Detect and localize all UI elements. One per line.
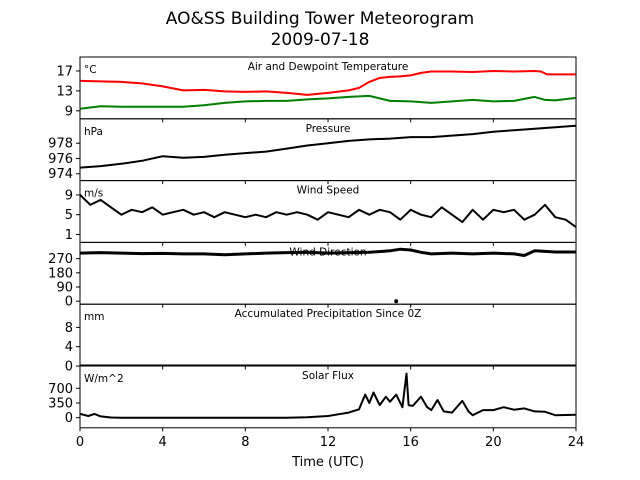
panel-1: 9 13 17 Air and Dewpoint Temperature °C: [56, 56, 577, 123]
series-line-wind-direction: [80, 247, 576, 257]
y-tick-label: 90: [56, 281, 73, 296]
y-tick-label: 976: [48, 152, 73, 167]
y-tick-label: 0: [65, 411, 73, 426]
y-tick-label: 350: [48, 396, 73, 411]
y-tick-label: 978: [48, 137, 73, 152]
chart-title: AO&SS Building Tower Meteorogram: [166, 9, 474, 29]
y-tick-label: 5: [65, 208, 73, 223]
y-tick-label: 180: [48, 266, 73, 281]
y-tick-label: 270: [48, 252, 73, 267]
panel-title: Pressure: [306, 123, 351, 135]
x-tick-label: 16: [402, 435, 419, 450]
panel-unit-label: m/s: [84, 188, 103, 200]
y-tick-label: 17: [56, 64, 73, 79]
y-tick-label: 0: [65, 295, 73, 310]
y-tick-label: 974: [48, 167, 73, 182]
x-tick-label: 8: [241, 435, 249, 450]
y-tick-label: 0: [65, 360, 73, 375]
panel-unit-label: hPa: [84, 126, 103, 138]
panel-title: Solar Flux: [302, 370, 354, 382]
y-tick-label: 1: [65, 228, 73, 243]
panel-title: Wind Direction: [289, 246, 366, 258]
chart-subtitle: 2009-07-18: [271, 30, 370, 50]
panel-unit-label: °C: [84, 64, 97, 76]
x-tick-label: 12: [320, 435, 337, 450]
y-tick-label: 700: [48, 382, 73, 397]
panel-5: 0 4 8 Accumulated Precipitation Since 0Z mm: [65, 303, 577, 375]
panel-title: Accumulated Precipitation Since 0Z: [235, 308, 422, 320]
panel-title: Wind Speed: [297, 185, 360, 197]
panel-unit-label: mm: [84, 311, 104, 323]
x-tick-label: 4: [159, 435, 167, 450]
y-tick-label: 9: [65, 188, 73, 203]
y-tick-label: 8: [65, 321, 73, 336]
series-line-pressure: [80, 124, 576, 169]
series-line-wind-speed: [80, 194, 576, 228]
panel-title: Air and Dewpoint Temperature: [248, 61, 409, 73]
y-tick-label: 4: [65, 340, 73, 355]
y-tick-label: 9: [65, 104, 73, 119]
series-line-solar-flux: [80, 372, 576, 419]
panel-unit-label: W/m^2: [84, 373, 124, 385]
series-line-air-temperature: [80, 70, 576, 96]
x-axis-label: Time (UTC): [291, 455, 364, 470]
data-point: [394, 299, 399, 304]
x-tick-label: 20: [485, 435, 502, 450]
panel-3: 1 5 9 Wind Speed m/s: [65, 180, 577, 246]
y-tick-label: 13: [56, 84, 73, 99]
x-tick-label: 0: [76, 435, 84, 450]
series-line-dewpoint: [80, 94, 576, 110]
x-tick-label: 24: [568, 435, 585, 450]
